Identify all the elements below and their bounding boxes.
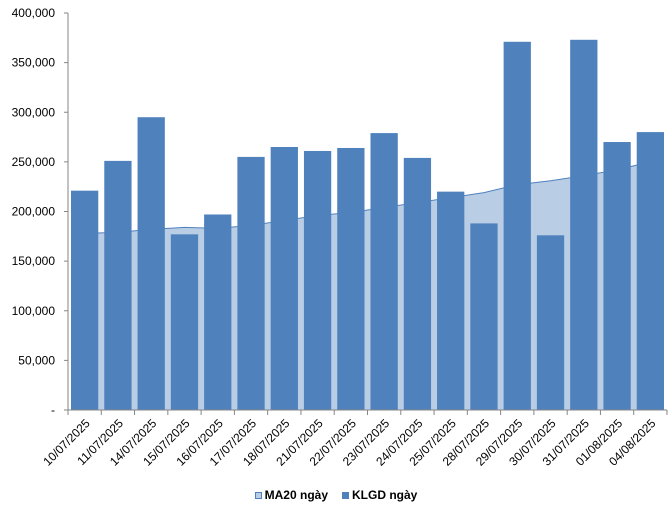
bar-31/07/2025	[570, 39, 598, 411]
ma20-area	[84, 161, 651, 410]
y-tick-label: 100,000	[12, 304, 56, 318]
y-tick-label: 50,000	[18, 353, 55, 367]
legend-item-ma20: MA20 ngày	[254, 488, 328, 502]
y-tick-label: 400,000	[12, 6, 56, 20]
bar-21/07/2025	[303, 150, 332, 410]
legend: MA20 ngày KLGD ngày	[0, 486, 672, 504]
y-tick-label: 200,000	[12, 205, 56, 219]
bar-22/07/2025	[337, 147, 365, 411]
bar-18/07/2025	[270, 146, 298, 411]
bar-01/08/2025	[603, 142, 631, 410]
y-tick-label: 250,000	[12, 155, 56, 169]
bar-10/07/2025	[71, 190, 99, 410]
ma20-line	[84, 161, 651, 234]
y-tick-label: 150,000	[12, 254, 56, 268]
y-tick-label: -	[51, 403, 55, 417]
legend-swatch-klgd	[342, 491, 349, 499]
legend-label-ma20: MA20 ngày	[264, 488, 328, 502]
bar-17/07/2025	[237, 156, 265, 410]
bar-14/07/2025	[137, 117, 165, 411]
y-tick-label: 300,000	[12, 105, 56, 119]
chart-svg: - 50,000 100,000 150,000 200,000 250,000 300,0…	[12, 6, 668, 469]
bar-30/07/2025	[536, 235, 565, 410]
bar-29/07/2025	[503, 41, 531, 410]
legend-label-klgd: KLGD ngày	[352, 488, 418, 502]
bar-28/07/2025	[470, 223, 498, 410]
bar-23/07/2025	[370, 133, 398, 410]
bar-16/07/2025	[204, 214, 232, 410]
bar-24/07/2025	[403, 157, 432, 410]
bar-25/07/2025	[437, 191, 465, 410]
bar-15/07/2025	[170, 234, 199, 410]
bar-04/08/2025	[636, 132, 664, 410]
y-tick-label: 350,000	[12, 56, 56, 70]
legend-swatch-ma20	[254, 491, 262, 499]
bar-11/07/2025	[104, 160, 132, 410]
legend-item-klgd: KLGD ngày	[342, 488, 417, 502]
